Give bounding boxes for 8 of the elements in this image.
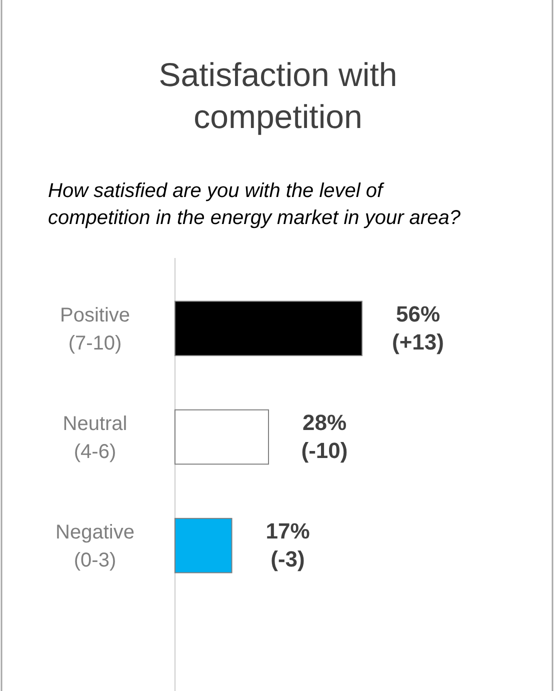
data-label: 56% (+13)	[392, 301, 444, 354]
y-tick-label: Negative (0-3)	[56, 522, 134, 572]
chart-subtitle: How satisfied are you with the level of competition in the energy market in your area?	[48, 180, 462, 229]
chart-title: Satisfaction with competition	[158, 56, 398, 135]
data-label: 17% (-3)	[266, 518, 310, 572]
y-tick-label: Positive (7-10)	[60, 304, 130, 354]
y-tick-label: Neutral (4-6)	[62, 413, 128, 463]
data-label: 28% (-10)	[301, 410, 348, 463]
